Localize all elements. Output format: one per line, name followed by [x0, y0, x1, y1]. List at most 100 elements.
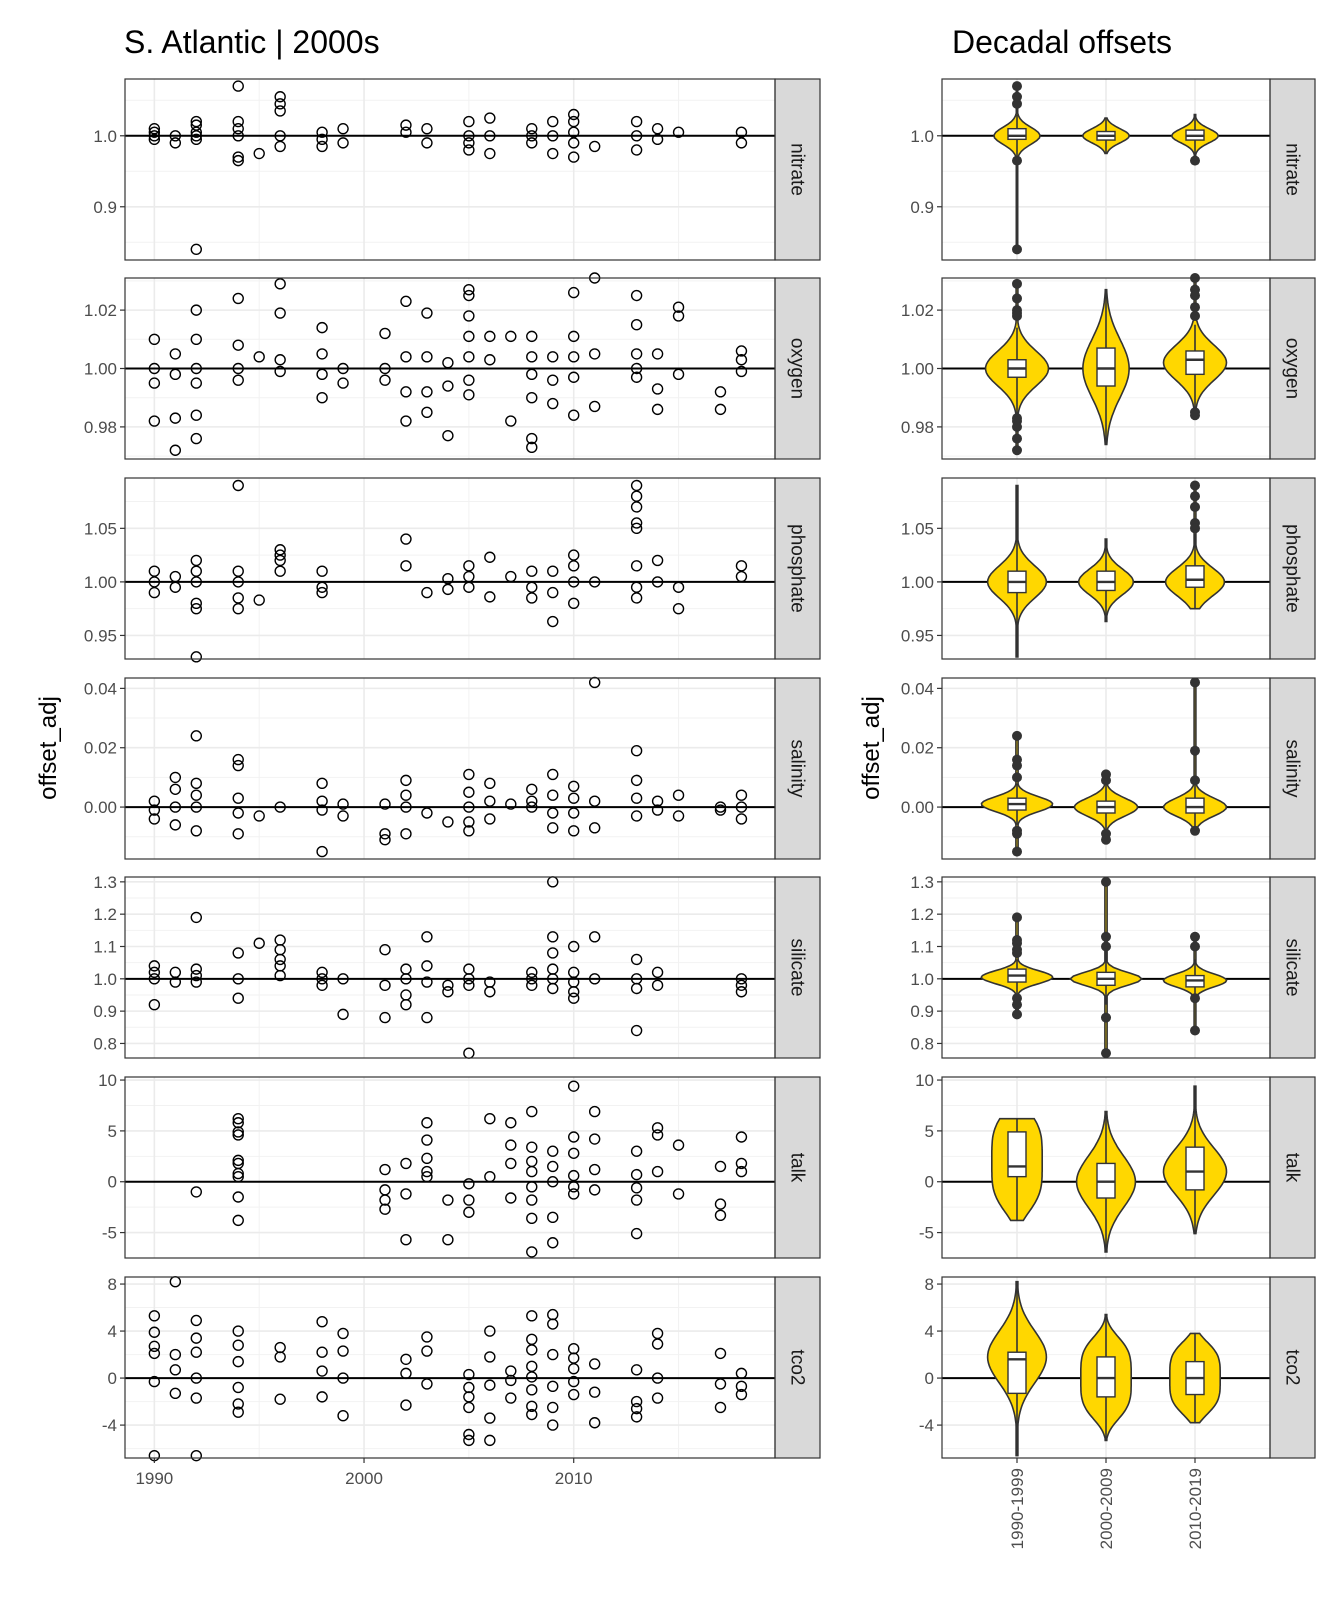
data-point — [588, 576, 601, 588]
data-point — [588, 1105, 601, 1118]
data-point — [400, 828, 412, 840]
data-point — [400, 415, 412, 427]
outlier-point — [1012, 310, 1022, 321]
data-point — [169, 1364, 182, 1376]
facet-strip — [774, 1276, 821, 1459]
data-point — [421, 1117, 433, 1129]
data-point — [526, 1194, 538, 1206]
data-point — [526, 1165, 538, 1178]
facet-strip — [1269, 1276, 1316, 1459]
data-point — [526, 137, 538, 149]
data-point — [714, 1209, 727, 1221]
data-point — [316, 133, 328, 146]
data-point — [568, 1188, 580, 1200]
data-point — [568, 1080, 580, 1092]
data-point — [337, 122, 349, 135]
left-panel-talk: -5 0 5 10 talk — [98, 1071, 821, 1259]
data-point — [547, 807, 559, 819]
data-point — [526, 441, 538, 454]
data-point — [190, 119, 202, 131]
data-point — [169, 581, 182, 593]
data-point — [547, 982, 559, 995]
data-point — [484, 795, 496, 807]
y-tick-label: 0.04 — [901, 679, 934, 698]
data-point — [630, 130, 643, 142]
data-point — [630, 1182, 643, 1194]
data-point — [232, 1339, 244, 1351]
y-tick-label: 0.8 — [910, 1034, 934, 1053]
data-point — [588, 931, 601, 943]
data-point — [463, 137, 475, 149]
data-point — [672, 810, 685, 822]
data-point — [588, 973, 601, 985]
outlier-point — [1012, 91, 1022, 102]
data-point — [568, 330, 580, 343]
left-panel-bg — [125, 1077, 775, 1258]
data-point — [232, 1112, 244, 1125]
data-point — [421, 960, 433, 972]
data-point — [651, 795, 664, 807]
y-tick-label: 10 — [915, 1071, 934, 1090]
outlier-point — [1101, 1012, 1111, 1023]
data-point — [526, 592, 538, 604]
data-point — [148, 130, 161, 142]
right-panel-border — [941, 677, 1271, 860]
data-point — [379, 828, 391, 840]
data-point — [379, 944, 391, 956]
data-point — [232, 151, 244, 163]
data-point — [190, 333, 202, 346]
data-point — [442, 583, 454, 596]
data-point — [547, 789, 559, 801]
data-point — [463, 144, 475, 156]
data-point — [337, 1409, 349, 1422]
data-point — [274, 278, 286, 290]
data-point — [148, 804, 161, 816]
data-point — [547, 1237, 559, 1249]
data-point — [421, 807, 433, 819]
data-point — [547, 1160, 559, 1173]
data-point — [588, 1163, 601, 1176]
data-point — [651, 1392, 664, 1404]
data-point — [463, 130, 475, 142]
data-point — [379, 374, 391, 386]
data-point — [568, 1375, 580, 1388]
left-panel-border — [124, 1076, 776, 1259]
data-point — [442, 979, 454, 991]
data-point — [421, 1152, 433, 1165]
y-tick-label: 1.1 — [910, 937, 934, 956]
data-point — [232, 947, 244, 959]
data-point — [463, 283, 475, 296]
data-point — [190, 777, 202, 790]
right-y-axis-label: offset_adj — [858, 696, 885, 800]
data-point — [463, 816, 475, 828]
data-point — [463, 825, 475, 837]
data-point — [463, 786, 475, 798]
y-tick-label: 0 — [108, 1173, 117, 1192]
data-point — [379, 362, 391, 375]
data-point — [274, 969, 286, 982]
y-tick-label: 4 — [108, 1322, 117, 1341]
data-point — [651, 554, 664, 567]
outlier-point — [1190, 825, 1200, 836]
y-tick-label: 1.2 — [93, 905, 117, 924]
data-point — [379, 798, 391, 810]
facet-strip-label: talk — [1282, 1153, 1303, 1183]
data-point — [190, 1449, 202, 1462]
data-point — [190, 602, 202, 615]
data-point — [547, 1318, 559, 1330]
y-tick-label: 8 — [108, 1275, 117, 1294]
data-point — [232, 828, 244, 840]
data-point — [588, 1386, 601, 1398]
data-point — [547, 931, 559, 943]
outlier-point — [1012, 293, 1022, 304]
data-point — [526, 130, 538, 142]
data-point — [588, 140, 601, 153]
outlier-point — [1012, 846, 1022, 857]
data-point — [630, 1395, 643, 1408]
data-point — [379, 1194, 391, 1206]
data-point — [169, 368, 182, 381]
x-category-label: 2010-2019 — [1186, 1468, 1205, 1549]
data-point — [714, 1401, 727, 1414]
data-point — [484, 777, 496, 790]
data-point — [148, 960, 161, 972]
